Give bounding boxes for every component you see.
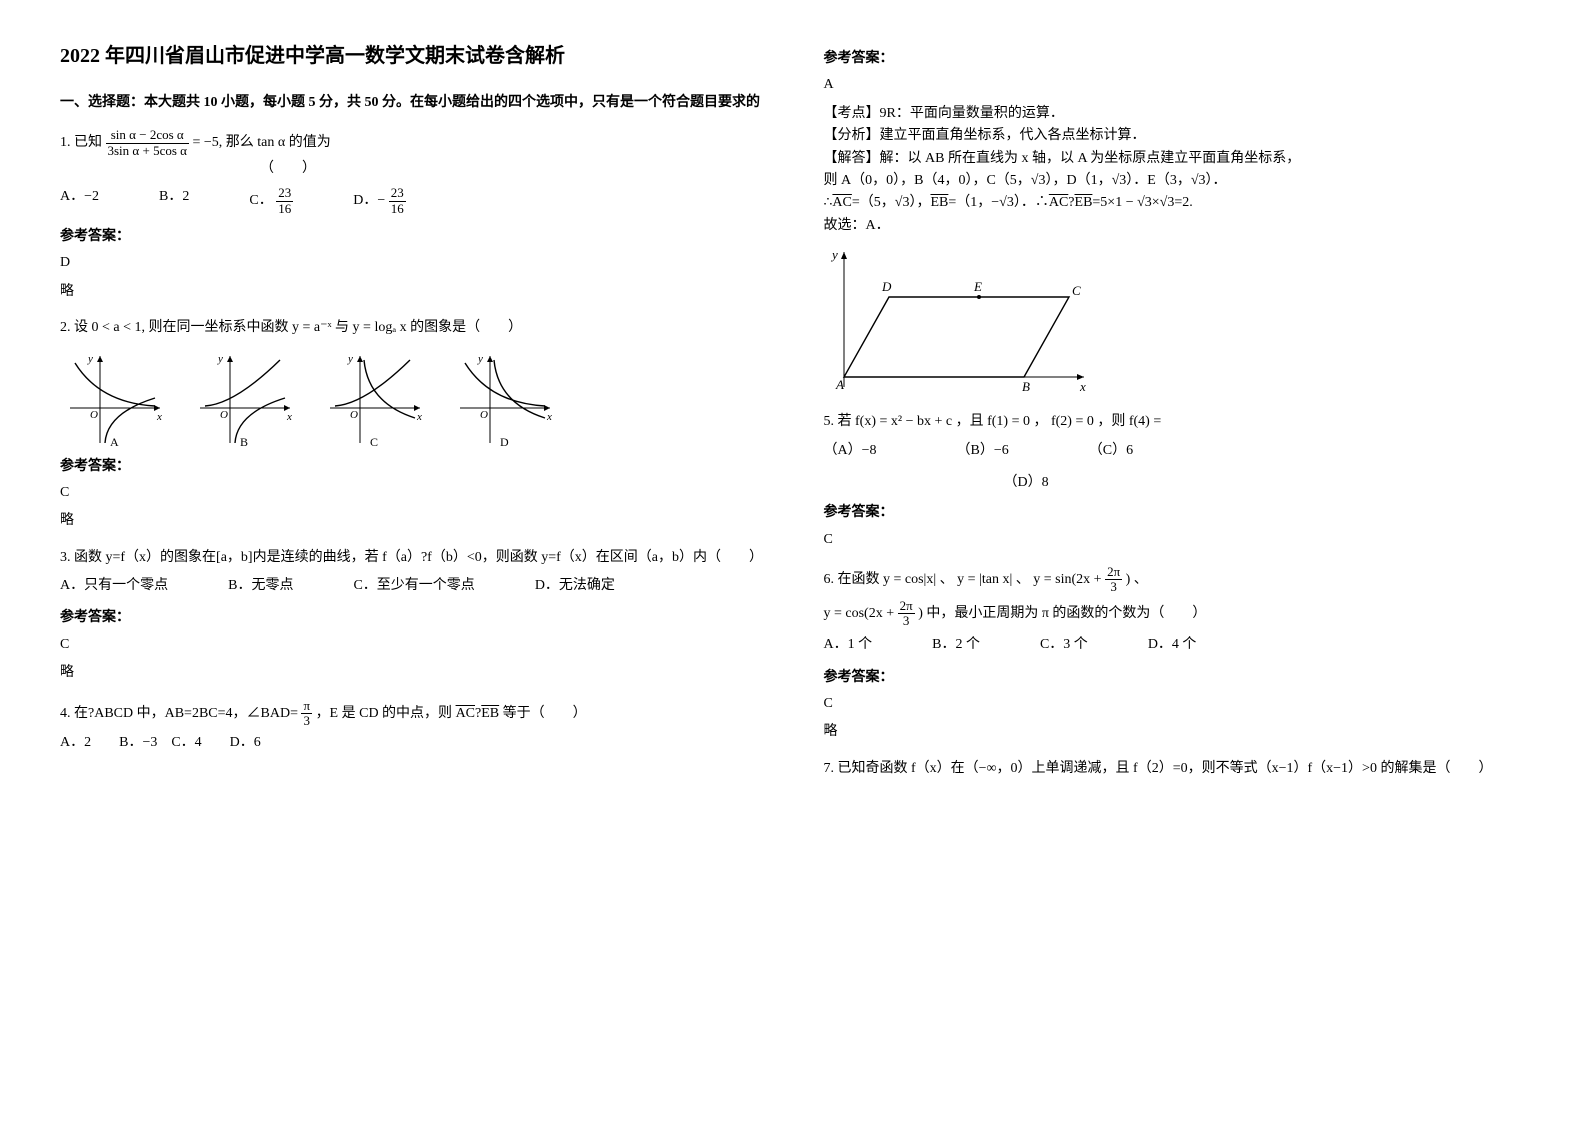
q3-opt-d: D．无法确定 (535, 575, 615, 597)
q1-paren: （ ） (60, 158, 764, 180)
q2-answer-label: 参考答案： (60, 456, 764, 478)
svg-text:A: A (110, 435, 119, 448)
svg-text:x: x (546, 411, 552, 423)
svg-text:y: y (830, 247, 838, 262)
svg-text:x: x (156, 411, 162, 423)
q3-answer-label: 参考答案： (60, 607, 764, 629)
svg-text:y: y (477, 353, 483, 365)
q1-mid: = −5, 那么 tan α (192, 135, 285, 150)
q4-jd2: 则 A（0，0），B（4，0），C（5，√3），D（1，√3）．E（3，√3）． (824, 170, 1528, 192)
q4-options: A．2 B．−3 C．4 D．6 (60, 732, 764, 754)
q4-answer-label: 参考答案： (824, 48, 1528, 70)
q4-fx: 【分析】建立平面直角坐标系，代入各点坐标计算． (824, 125, 1528, 147)
q3-options: A．只有一个零点 B．无零点 C．至少有一个零点 D．无法确定 (60, 575, 764, 597)
left-column: 2022 年四川省眉山市促进中学高一数学文期末试卷含解析 一、选择题：本大题共 … (60, 40, 764, 784)
svg-text:x: x (1079, 379, 1086, 394)
q6-opt-c: C．3 个 (1040, 634, 1088, 656)
q6-opt-b: B．2 个 (932, 634, 980, 656)
svg-text:x: x (416, 411, 422, 423)
svg-text:O: O (480, 409, 488, 421)
q1-answer-label: 参考答案： (60, 226, 764, 248)
q5-answer: C (824, 529, 1528, 551)
q4-jd3: ∴AC=（5，√3），EB=（1，−√3）．∴AC?EB=5×1 − √3×√3… (824, 192, 1528, 214)
q1-opt-a: A．−2 (60, 186, 99, 216)
q3-opt-a: A．只有一个零点 (60, 575, 168, 597)
q5-answer-label: 参考答案： (824, 502, 1528, 524)
svg-text:A: A (835, 377, 844, 392)
q1-options: A．−2 B．2 C． 2316 D．− 2316 (60, 186, 764, 216)
question-7: 7. 已知奇函数 f（x）在（−∞，0）上单调递减，且 f（2）=0，则不等式（… (824, 758, 1528, 780)
question-1: 1. 已知 sin α − 2cos α 3sin α + 5cos α = −… (60, 128, 764, 180)
svg-text:D: D (881, 279, 892, 294)
q5-opt-d: （D）8 (824, 472, 1528, 494)
q4-answer: A (824, 74, 1528, 96)
question-2: 2. 设 0 < a < 1, 则在同一坐标系中函数 y = a⁻ˣ 与 y =… (60, 317, 764, 339)
svg-text:B: B (240, 435, 248, 448)
q3-opt-c: C．至少有一个零点 (353, 575, 474, 597)
svg-text:E: E (973, 279, 982, 294)
q1-note: 略 (60, 281, 764, 303)
paper-title: 2022 年四川省眉山市促进中学高一数学文期末试卷含解析 (60, 40, 764, 72)
svg-text:D: D (500, 435, 509, 448)
q1-opt-b: B．2 (159, 186, 189, 216)
q2-graphs: O x y A O x y B O (60, 348, 764, 448)
q1-answer: D (60, 252, 764, 274)
q6-answer: C (824, 693, 1528, 715)
q5-opt-a: （A）−8 (824, 440, 877, 462)
svg-text:O: O (350, 409, 358, 421)
svg-text:y: y (217, 353, 223, 365)
q1-opt-c: C． 2316 (249, 186, 293, 216)
q3-answer: C (60, 634, 764, 656)
q2-graph-d: O x y D (450, 348, 560, 448)
q6-note: 略 (824, 721, 1528, 743)
q1-suffix: 的值为 (289, 135, 331, 150)
q2-graph-b: O x y B (190, 348, 300, 448)
q2-graph-a: O x y A (60, 348, 170, 448)
q6-opt-a: A．1 个 (824, 634, 873, 656)
right-column: 参考答案： A 【考点】9R：平面向量数量积的运算． 【分析】建立平面直角坐标系… (824, 40, 1528, 784)
svg-text:C: C (370, 435, 378, 448)
q4-diagram: A B C D E y x (824, 237, 1124, 397)
q6-opt-d: D．4 个 (1148, 634, 1197, 656)
q2-note: 略 (60, 510, 764, 532)
svg-text:C: C (1072, 283, 1081, 298)
svg-text:B: B (1022, 379, 1030, 394)
svg-text:x: x (286, 411, 292, 423)
q4-jd1: 【解答】解：以 AB 所在直线为 x 轴，以 A 为坐标原点建立平面直角坐标系， (824, 148, 1528, 170)
svg-text:O: O (90, 409, 98, 421)
q1-fraction: sin α − 2cos α 3sin α + 5cos α (106, 128, 189, 158)
question-6b: y = cos(2x + 2π3 ) 中，最小正周期为 π 的函数的个数为（ ） (824, 599, 1528, 629)
q4-kd: 【考点】9R：平面向量数量积的运算． (824, 103, 1528, 125)
q2-answer: C (60, 482, 764, 504)
q6-answer-label: 参考答案： (824, 667, 1528, 689)
question-5: 5. 若 f(x) = x² − bx + c ，且 f(1) = 0 ， f(… (824, 411, 1528, 433)
q6-options: A．1 个 B．2 个 C．3 个 D．4 个 (824, 634, 1528, 656)
question-6: 6. 在函数 y = cos|x| 、 y = |tan x| 、 y = si… (824, 565, 1528, 595)
q1-opt-d: D．− 2316 (353, 186, 406, 216)
q2-graph-c: O x y C (320, 348, 430, 448)
q4-jd4: 故选：A． (824, 215, 1528, 237)
question-3: 3. 函数 y=f（x）的图象在[a，b]内是连续的曲线，若 f（a）?f（b）… (60, 547, 764, 569)
q5-options: （A）−8 （B）−6 （C）6 (824, 440, 1528, 462)
q5-opt-b: （B）−6 (957, 440, 1009, 462)
svg-text:y: y (87, 353, 93, 365)
q3-note: 略 (60, 662, 764, 684)
q3-opt-b: B．无零点 (228, 575, 293, 597)
section-1-heading: 一、选择题：本大题共 10 小题，每小题 5 分，共 50 分。在每小题给出的四… (60, 92, 764, 114)
question-4: 4. 在?ABCD 中，AB=2BC=4，∠BAD= π3 ，E 是 CD 的中… (60, 699, 764, 729)
svg-text:O: O (220, 409, 228, 421)
q1-prefix: 1. 已知 (60, 135, 102, 150)
q5-opt-c: （C）6 (1089, 440, 1133, 462)
svg-text:y: y (347, 353, 353, 365)
